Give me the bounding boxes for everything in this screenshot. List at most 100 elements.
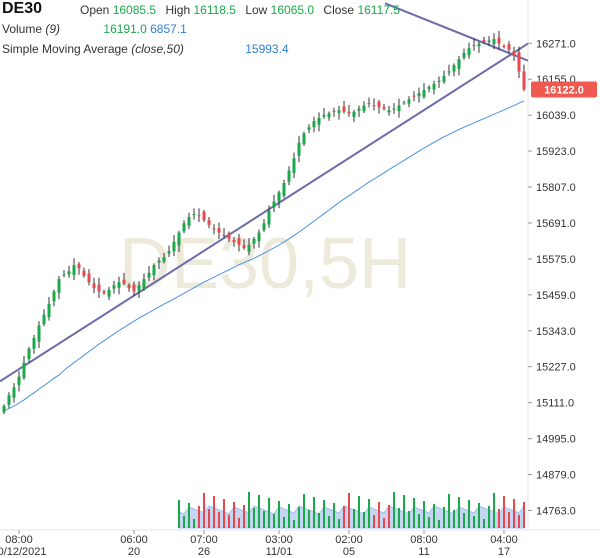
candle-body	[147, 272, 151, 278]
candle-body	[217, 228, 221, 233]
low-value: 16065.0	[270, 3, 315, 17]
volume-bar	[338, 519, 340, 528]
volume-bar	[208, 509, 210, 528]
current-price-label: 16122.0	[544, 84, 584, 96]
volume-readout: Volume (9) 16191.0 6857.1	[2, 22, 187, 36]
sma-value: 15993.4	[245, 42, 289, 56]
candle-body	[327, 113, 331, 118]
candle-body	[67, 271, 71, 275]
candle-body	[42, 314, 46, 325]
candle-body	[492, 38, 496, 45]
y-tick-label: 15343.0	[536, 326, 576, 338]
candle-body	[262, 223, 266, 231]
candle-body	[432, 83, 436, 90]
sma-params: (close,50)	[131, 42, 184, 56]
volume-bar	[453, 510, 455, 528]
candle-body	[417, 93, 421, 97]
x-tick-time: 02:00	[335, 534, 363, 546]
x-tick-time: 08:00	[5, 534, 33, 546]
candle-body	[397, 105, 401, 112]
y-tick-label: 15691.0	[536, 218, 576, 230]
candle-body	[412, 95, 416, 97]
candle-body	[32, 337, 36, 349]
open-label: Open	[80, 3, 110, 17]
volume-bar	[228, 515, 230, 528]
candle-body	[187, 217, 191, 226]
candle-body	[172, 241, 176, 252]
volume-bar	[203, 493, 205, 528]
x-tick-date: 11/01	[266, 546, 293, 558]
high-label: High	[165, 3, 191, 17]
x-tick-date: 20	[128, 546, 140, 558]
volume-bar	[303, 494, 305, 528]
volume-bar	[398, 508, 400, 528]
volume-bar	[268, 498, 270, 528]
candle-body	[377, 101, 381, 108]
volume-bar	[223, 499, 225, 528]
y-tick-label: 15111.0	[536, 398, 574, 410]
volume-bar	[458, 497, 460, 528]
volume-label: Volume	[2, 22, 43, 36]
volume-bar	[443, 507, 445, 528]
candle-body	[477, 43, 481, 47]
volume-bar	[258, 495, 260, 528]
candle-body	[517, 52, 521, 72]
x-tick-time: 07:00	[190, 534, 218, 546]
candle-body	[442, 76, 446, 83]
y-tick-label: 14995.0	[536, 434, 576, 446]
volume-bar	[418, 514, 420, 528]
volume-bar	[233, 502, 235, 528]
candle-body	[152, 265, 156, 276]
candle-body	[227, 233, 231, 239]
candle-body	[292, 158, 296, 174]
x-tick-time: 04:00	[490, 534, 518, 546]
volume-bar	[368, 499, 370, 528]
volume-bar	[348, 493, 350, 528]
candle-body	[392, 108, 396, 110]
volume-period: (9)	[45, 22, 61, 36]
candle-body	[482, 39, 486, 43]
candle-body	[72, 265, 76, 276]
volume-bar	[213, 496, 215, 528]
candle-body	[287, 170, 291, 182]
y-tick-label: 16039.0	[536, 110, 576, 122]
ohlc-readout: Open 16085.5 High 16118.5 Low 16065.0 Cl…	[80, 3, 400, 17]
candle-body	[382, 107, 386, 109]
candle-body	[177, 232, 181, 246]
volume-pane	[178, 492, 525, 529]
volume-bar	[288, 504, 290, 528]
candle-body	[252, 238, 256, 244]
candle-body	[157, 260, 161, 263]
volume-bar	[323, 500, 325, 528]
candle-body	[467, 48, 471, 56]
close-value: 16117.5	[357, 3, 400, 17]
candle-body	[447, 71, 451, 73]
candle-body	[57, 279, 61, 293]
candle-body	[167, 251, 171, 254]
volume-bar	[193, 519, 195, 528]
volume-bar	[438, 520, 440, 528]
candle-body	[197, 215, 201, 217]
candle-body	[27, 348, 31, 359]
candle-body	[352, 111, 356, 118]
candle-body	[367, 103, 371, 105]
current-price-tag	[531, 81, 597, 98]
candle-body	[22, 362, 26, 378]
volume-bar	[493, 493, 495, 528]
candle-body	[407, 99, 411, 104]
y-tick-label: 15459.0	[536, 290, 576, 302]
candle-body	[2, 406, 6, 413]
candle-body	[122, 279, 126, 284]
y-tick-label: 15227.0	[536, 362, 576, 374]
volume-bar	[413, 498, 415, 528]
volume-bar	[478, 503, 480, 528]
open-value: 16085.5	[112, 3, 157, 17]
volume-bar	[273, 514, 275, 528]
volume-bar	[283, 517, 285, 528]
volume-bar	[518, 515, 520, 528]
candle-body	[422, 90, 426, 97]
candle-body	[182, 223, 186, 232]
candle-body	[142, 279, 146, 289]
candle-body	[337, 110, 341, 113]
